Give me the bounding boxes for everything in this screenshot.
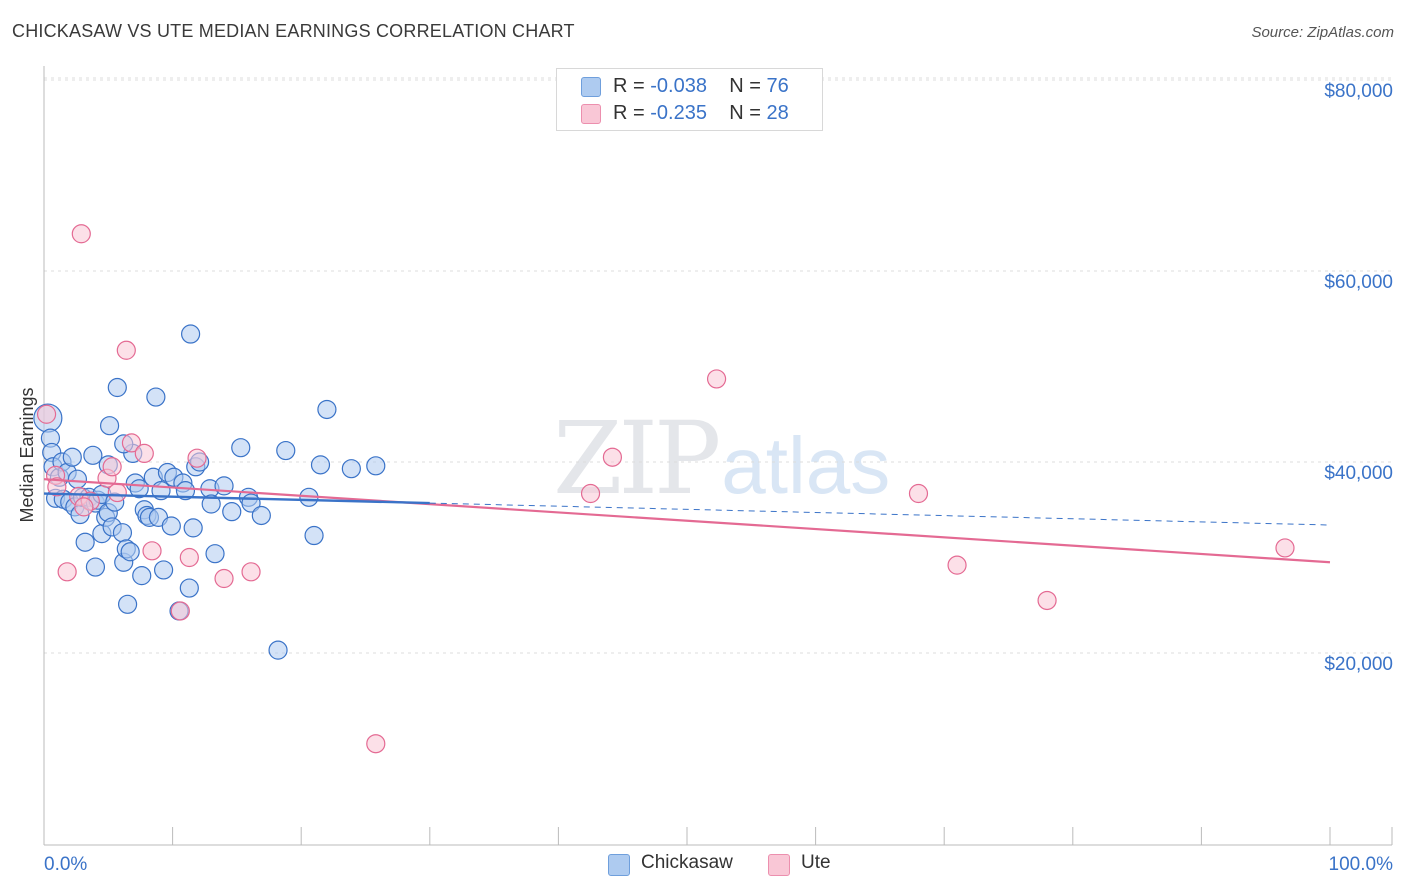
ute-point bbox=[241, 562, 261, 582]
legend-r-label: R = bbox=[613, 75, 645, 97]
legend-text-chickasaw: R = -0.038 N = 76 bbox=[613, 75, 789, 98]
ute-point bbox=[580, 483, 601, 504]
ute-point bbox=[1037, 590, 1057, 611]
legend-n-value: 76 bbox=[766, 75, 789, 97]
chickasaw-point bbox=[62, 447, 82, 467]
watermark-atlas: atlas bbox=[721, 421, 891, 510]
legend-swatch-chickasaw bbox=[581, 77, 601, 97]
legend-text-ute: R = -0.235 N = 28 bbox=[613, 102, 789, 125]
ute-point bbox=[214, 568, 234, 589]
source-label: Source: ZipAtlas.com bbox=[1251, 24, 1394, 41]
x-tick-label-end: 100.0% bbox=[1329, 854, 1394, 875]
chickasaw-point bbox=[276, 440, 296, 461]
chickasaw-point bbox=[201, 494, 221, 514]
ute-point bbox=[170, 601, 190, 621]
y-tick-label: $40,000 bbox=[1324, 463, 1393, 484]
ute-point bbox=[602, 447, 623, 467]
ute-point bbox=[36, 404, 57, 424]
watermark: ZIPatlas bbox=[553, 400, 890, 517]
chickasaw-point bbox=[153, 560, 174, 580]
ute-point bbox=[121, 433, 142, 453]
chickasaw-point bbox=[231, 438, 251, 458]
legend-r-label: R = bbox=[613, 102, 645, 124]
bottom-legend-label-chickasaw: Chickasaw bbox=[641, 852, 733, 873]
chickasaw-point bbox=[112, 523, 133, 543]
ute-point bbox=[908, 483, 929, 504]
ute-trend-line bbox=[43, 478, 1331, 564]
chickasaw-point bbox=[181, 324, 201, 344]
ute-point bbox=[947, 555, 967, 575]
chickasaw-trend-line bbox=[43, 492, 430, 505]
bottom-legend-swatch-ute bbox=[768, 854, 790, 876]
chickasaw-point bbox=[341, 459, 361, 479]
chickasaw-point bbox=[304, 525, 324, 546]
chickasaw-point bbox=[99, 416, 120, 436]
legend-r-value: -0.235 bbox=[650, 102, 707, 124]
bottom-legend-label-ute: Ute bbox=[801, 852, 831, 873]
axis-labels: $20,000 $40,000 $60,000 $80,000 0.0% 100.0% Me… bbox=[17, 81, 1393, 875]
ute-point bbox=[187, 448, 207, 468]
ute-point bbox=[1275, 538, 1295, 558]
chickasaw-point bbox=[132, 566, 152, 586]
chickasaw-point bbox=[107, 377, 127, 398]
ute-point bbox=[57, 562, 77, 582]
ute-points bbox=[36, 224, 1295, 754]
x-tick-label-start: 0.0% bbox=[44, 854, 87, 875]
legend-n-value: 28 bbox=[766, 102, 789, 124]
bottom-legend-swatch-chickasaw bbox=[608, 854, 630, 876]
chickasaw-point bbox=[175, 481, 196, 501]
ute-point bbox=[366, 734, 386, 754]
chickasaw-point bbox=[85, 557, 106, 577]
chickasaw-trend-extension bbox=[429, 502, 1331, 526]
chickasaw-point bbox=[117, 594, 138, 614]
chart-title: CHICKASAW VS UTE MEDIAN EARNINGS CORRELA… bbox=[12, 21, 575, 41]
ute-point bbox=[134, 443, 154, 464]
legend-n-label: N = bbox=[729, 75, 761, 97]
chickasaw-point bbox=[205, 544, 225, 564]
y-tick-label: $20,000 bbox=[1324, 654, 1393, 675]
legend-n-label: N = bbox=[729, 102, 761, 124]
chickasaw-point bbox=[83, 445, 103, 465]
ute-point bbox=[142, 541, 162, 561]
ute-point bbox=[74, 497, 94, 517]
ute-point bbox=[102, 457, 122, 477]
chickasaw-point bbox=[120, 542, 140, 562]
legend-swatch-ute bbox=[581, 104, 601, 124]
legend-r-value: -0.038 bbox=[650, 75, 707, 97]
ute-point bbox=[706, 369, 727, 389]
watermark-zip: ZIP bbox=[553, 400, 721, 517]
y-tick-label: $80,000 bbox=[1324, 81, 1393, 102]
chickasaw-point bbox=[317, 399, 337, 420]
chickasaw-point bbox=[251, 505, 271, 526]
ute-point bbox=[107, 482, 127, 503]
correlation-legend: R = -0.038 N = 76 R = -0.235 N = 28 bbox=[556, 68, 823, 131]
chickasaw-point bbox=[310, 455, 331, 475]
ute-point bbox=[71, 224, 91, 244]
chickasaw-point bbox=[146, 387, 166, 407]
chickasaw-point bbox=[179, 578, 199, 598]
ute-point bbox=[116, 340, 136, 360]
ute-point bbox=[47, 477, 67, 497]
y-axis-label: Median Earnings bbox=[17, 387, 37, 522]
chickasaw-point bbox=[67, 469, 88, 489]
chickasaw-point bbox=[161, 516, 181, 536]
chickasaw-point bbox=[183, 518, 203, 538]
chickasaw-point bbox=[366, 456, 386, 476]
chickasaw-point bbox=[222, 502, 242, 522]
chickasaw-point bbox=[75, 532, 95, 552]
y-tick-label: $60,000 bbox=[1324, 272, 1393, 293]
trend-lines bbox=[43, 478, 1331, 564]
chickasaw-point bbox=[268, 640, 288, 660]
ute-point bbox=[179, 547, 199, 568]
